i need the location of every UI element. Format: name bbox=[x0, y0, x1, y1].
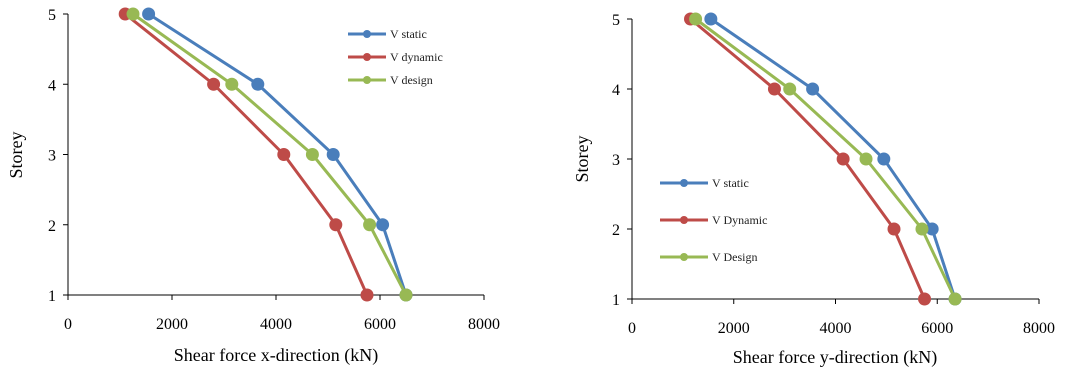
data-point bbox=[327, 148, 340, 161]
data-point bbox=[860, 153, 873, 166]
legend-marker bbox=[680, 216, 688, 224]
y-tick-label: 5 bbox=[48, 7, 56, 24]
legend: V static V dynamic V design bbox=[348, 27, 443, 87]
y-tick-label: 5 bbox=[612, 12, 620, 29]
chart-1: 1 2 3 4 5 0 2000 4000 6000 8000 Shear force x-dire… bbox=[6, 7, 500, 366]
x-tick-label: 4000 bbox=[820, 320, 852, 337]
legend-label: V Dynamic bbox=[712, 213, 767, 227]
x-tick-label: 6000 bbox=[364, 316, 396, 333]
y-tick-label: 2 bbox=[48, 218, 56, 235]
y-tick-label: 3 bbox=[48, 148, 56, 165]
data-point bbox=[768, 83, 781, 96]
data-point bbox=[915, 223, 928, 236]
legend-marker bbox=[680, 253, 688, 261]
x-tick-label: 6000 bbox=[921, 320, 953, 337]
x-tick-label: 2000 bbox=[718, 320, 750, 337]
data-point bbox=[251, 78, 264, 91]
legend-marker bbox=[363, 30, 371, 38]
x-tick-label: 0 bbox=[628, 320, 636, 337]
legend-marker bbox=[363, 76, 371, 84]
legend: V static V Dynamic V Design bbox=[660, 176, 767, 264]
x-axis-label: Shear force x-direction (kN) bbox=[174, 345, 378, 366]
y-tick-label: 3 bbox=[612, 152, 620, 169]
data-point bbox=[225, 78, 238, 91]
data-point bbox=[918, 293, 931, 306]
y-axis-label: Storey bbox=[6, 132, 26, 179]
data-point bbox=[704, 13, 717, 26]
data-point bbox=[361, 289, 374, 302]
y-axis-label: Storey bbox=[572, 136, 592, 183]
legend-label: V static bbox=[390, 27, 427, 41]
y-tick-label: 2 bbox=[612, 222, 620, 239]
data-point bbox=[127, 8, 140, 21]
data-point bbox=[306, 148, 319, 161]
legend-label: V dynamic bbox=[390, 50, 443, 64]
data-point bbox=[783, 83, 796, 96]
data-point bbox=[949, 293, 962, 306]
data-point bbox=[806, 83, 819, 96]
y-tick-label: 1 bbox=[48, 288, 56, 305]
chart-2: 1 2 3 4 5 0 2000 4000 6000 8000 Shear force y-dire… bbox=[572, 12, 1055, 368]
x-tick-label: 8000 bbox=[468, 316, 500, 333]
data-point bbox=[877, 153, 890, 166]
data-point bbox=[689, 13, 702, 26]
data-point bbox=[400, 289, 413, 302]
data-point bbox=[888, 223, 901, 236]
x-axis-label: Shear force y-direction (kN) bbox=[733, 347, 937, 368]
data-point bbox=[277, 148, 290, 161]
legend-marker bbox=[363, 53, 371, 61]
y-tick-label: 1 bbox=[612, 292, 620, 309]
legend-marker bbox=[680, 179, 688, 187]
x-tick-label: 4000 bbox=[260, 316, 292, 333]
data-point bbox=[329, 218, 342, 231]
x-tick-label: 0 bbox=[64, 316, 72, 333]
data-point bbox=[837, 153, 850, 166]
x-tick-label: 2000 bbox=[156, 316, 188, 333]
y-tick-label: 4 bbox=[612, 82, 620, 99]
legend-label: V static bbox=[712, 176, 749, 190]
data-point bbox=[363, 218, 376, 231]
y-tick-label: 4 bbox=[48, 77, 56, 94]
legend-label: V design bbox=[390, 73, 433, 87]
data-point bbox=[207, 78, 220, 91]
x-tick-label: 8000 bbox=[1023, 320, 1055, 337]
data-point bbox=[376, 218, 389, 231]
data-point bbox=[142, 8, 155, 21]
legend-label: V Design bbox=[712, 250, 757, 264]
